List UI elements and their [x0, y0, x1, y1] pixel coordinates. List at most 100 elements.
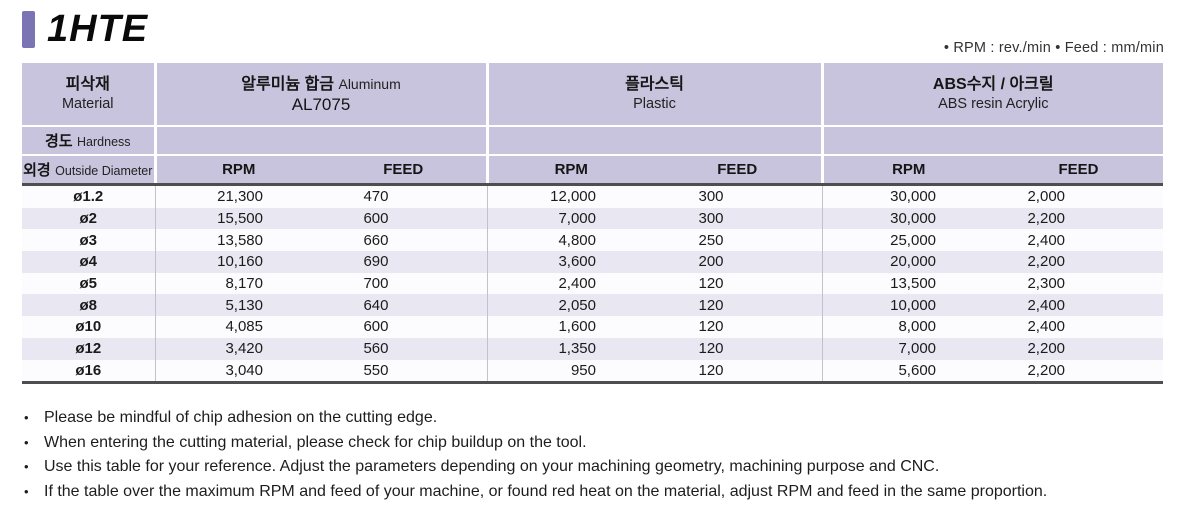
- value-cell: 300: [698, 188, 724, 206]
- value-cell: 2,400: [1027, 296, 1066, 314]
- col-header-feed: FEED: [654, 154, 823, 186]
- bullet-icon: •: [24, 434, 29, 450]
- aluminum-label-ko: 알루미늄 합금: [241, 75, 335, 93]
- value-cell: 950: [486, 359, 654, 385]
- footnotes: • Please be mindful of chip adhesion on t…: [24, 406, 1174, 504]
- plastic-label-en: Plastic: [633, 96, 676, 112]
- table-row: ø2 15,500 600 7,000 300 30,000 2,200: [22, 207, 1164, 230]
- value-cell: 2,200: [1027, 340, 1066, 358]
- material-label-ko: 피삭재: [65, 76, 110, 93]
- value-cell: 30,000: [821, 207, 995, 230]
- value-cell: 4,800: [486, 229, 654, 252]
- value-cell: 300: [698, 210, 724, 228]
- col-header-rpm: RPM: [153, 154, 321, 186]
- value-cell: 8,170: [154, 272, 321, 295]
- value-cell: 690: [363, 253, 389, 271]
- footnote: • If the table over the maximum RPM and f…: [24, 480, 1174, 505]
- footnote: • Please be mindful of chip adhesion on t…: [24, 406, 1174, 431]
- value-cell: 25,000: [821, 229, 995, 252]
- value-cell: 30,000: [821, 184, 995, 208]
- value-cell: 12,000: [486, 184, 654, 208]
- diameter-cell: ø5: [79, 275, 97, 293]
- value-cell: 13,580: [154, 229, 321, 252]
- value-cell: 700: [363, 275, 389, 293]
- value-cell: 5,600: [821, 359, 995, 385]
- diameter-cell: ø12: [75, 340, 102, 358]
- col-header-feed: FEED: [994, 154, 1164, 186]
- value-cell: 2,200: [1027, 210, 1066, 228]
- value-cell: 120: [698, 296, 724, 314]
- abs-label-ko: ABS수지 / 아크릴: [932, 76, 1054, 93]
- value-cell: 7,000: [486, 207, 654, 230]
- value-cell: 2,400: [1027, 318, 1066, 336]
- value-cell: 250: [698, 231, 724, 249]
- value-cell: 2,200: [1027, 253, 1066, 271]
- table-row: ø16 3,040 550 950 120 5,600 2,200: [22, 359, 1164, 385]
- table-row: ø12 3,420 560 1,350 120 7,000 2,200: [22, 337, 1164, 360]
- title-accent-bar: [22, 10, 35, 48]
- footnote: • Use this table for your reference. Adju…: [24, 455, 1174, 480]
- value-cell: 1,350: [486, 337, 654, 360]
- value-cell: 20,000: [821, 251, 995, 273]
- column-header-row: 외경 Outside Diameter RPM FEED RPM FEED RP…: [22, 154, 1164, 186]
- plastic-label-ko: 플라스틱: [625, 76, 684, 93]
- value-cell: 120: [698, 340, 724, 358]
- diameter-label-ko: 외경: [23, 162, 51, 179]
- footnote-text: When entering the cutting material, plea…: [44, 433, 587, 451]
- group-header-plastic: 플라스틱 Plastic: [485, 63, 823, 126]
- value-cell: 600: [363, 318, 389, 336]
- aluminum-grade-label: AL7075: [291, 94, 351, 114]
- bullet-icon: •: [24, 459, 29, 474]
- col-header-feed: FEED: [321, 154, 487, 186]
- table-row: ø3 13,580 660 4,800 250 25,000 2,400: [22, 229, 1164, 252]
- value-cell: 10,160: [154, 251, 321, 273]
- value-cell: 2,300: [1027, 275, 1066, 293]
- hardness-label-ko: 경도: [44, 133, 73, 150]
- value-cell: 15,500: [154, 207, 321, 230]
- diameter-label-en: Outside Diameter: [55, 164, 153, 178]
- aluminum-label-en: Aluminum: [338, 75, 401, 92]
- value-cell: 3,420: [154, 337, 321, 360]
- value-cell: 3,040: [154, 359, 321, 385]
- value-cell: 2,400: [486, 272, 654, 295]
- units-note: • RPM : rev./min • Feed : mm/min: [943, 40, 1164, 56]
- diameter-cell: ø4: [79, 253, 97, 271]
- col-header-rpm: RPM: [485, 154, 654, 186]
- material-header-row: 피삭재 Material 알루미늄 합금 Aluminum AL7075 플라스…: [22, 63, 1164, 126]
- diameter-cell: ø16: [22, 359, 155, 385]
- value-cell: 2,400: [1027, 231, 1066, 249]
- hardness-row: 경도 Hardness: [22, 125, 1164, 155]
- value-cell: 1,600: [486, 316, 654, 338]
- value-cell: 4,085: [154, 316, 321, 338]
- cutting-parameters-table: 피삭재 Material 알루미늄 합금 Aluminum AL7075 플라스…: [22, 63, 1164, 385]
- diameter-cell: ø3: [79, 231, 97, 249]
- value-cell: 2,000: [1027, 188, 1066, 206]
- table-body: ø1.2 21,300 470 12,000 300 30,000 2,000 …: [22, 184, 1164, 385]
- value-cell: 8,000: [821, 316, 995, 338]
- table-row: ø10 4,085 600 1,600 120 8,000 2,400: [22, 316, 1164, 338]
- hardness-empty-cell: [153, 125, 487, 155]
- table-row: ø4 10,160 690 3,600 200 20,000 2,200: [22, 251, 1164, 273]
- table-row: ø8 5,130 640 2,050 120 10,000 2,400: [22, 294, 1164, 317]
- bullet-icon: •: [24, 483, 29, 499]
- hardness-empty-cell: [820, 125, 1164, 155]
- value-cell: 7,000: [821, 337, 995, 360]
- value-cell: 2,050: [486, 294, 654, 317]
- table-row: ø5 8,170 700 2,400 120 13,500 2,300: [22, 272, 1164, 295]
- value-cell: 120: [698, 318, 724, 336]
- value-cell: 200: [698, 253, 724, 271]
- bullet-icon: •: [24, 410, 29, 425]
- title-block: 1HTE: [22, 10, 148, 48]
- material-header-cell: 피삭재 Material: [22, 63, 155, 126]
- table-row: ø1.2 21,300 470 12,000 300 30,000 2,000: [22, 184, 1164, 208]
- value-cell: 600: [363, 210, 389, 228]
- footnote-text: Please be mindful of chip adhesion on th…: [44, 409, 438, 426]
- value-cell: 5,130: [154, 294, 321, 317]
- group-header-aluminum: 알루미늄 합금 Aluminum AL7075: [153, 63, 487, 126]
- footnote-text: If the table over the maximum RPM and fe…: [44, 482, 1048, 500]
- value-cell: 3,600: [486, 251, 654, 273]
- footnote: • When entering the cutting material, ple…: [24, 431, 1174, 456]
- diameter-label-cell: 외경 Outside Diameter: [22, 154, 155, 186]
- material-label-en: Material: [61, 96, 114, 112]
